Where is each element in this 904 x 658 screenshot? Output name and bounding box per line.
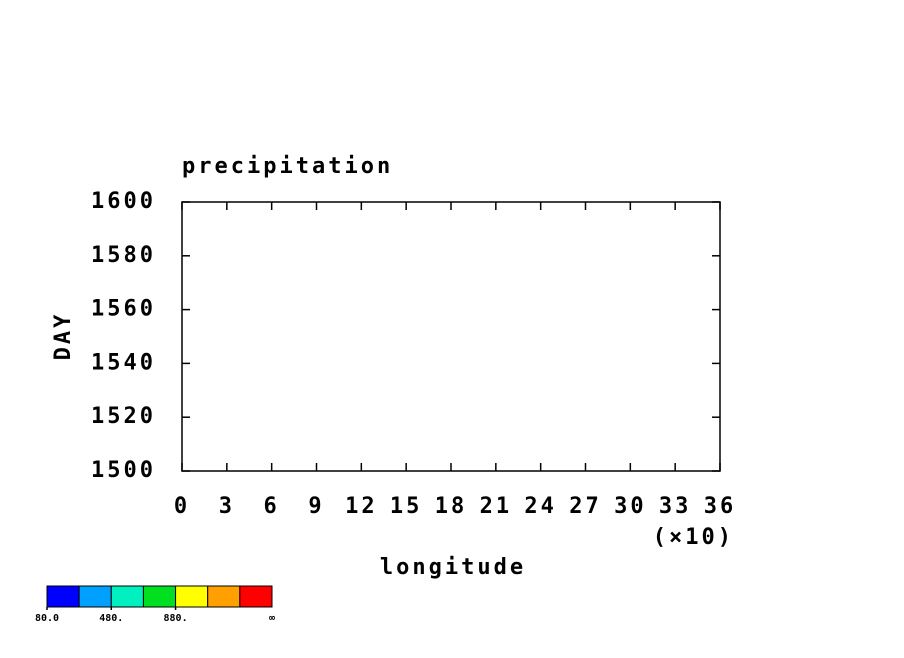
colorbar-swatch — [207, 585, 241, 608]
plot-frame — [181, 201, 721, 472]
x-tick-label: 27 — [569, 494, 602, 519]
colorbar-swatch — [142, 585, 177, 608]
x-tick-label: 21 — [480, 494, 513, 519]
y-tick-label: 1560 — [91, 297, 156, 322]
x-tick-label: 15 — [390, 494, 423, 519]
x-multiplier: (×10) — [653, 525, 734, 550]
x-tick-label: 30 — [614, 494, 647, 519]
colorbar-label: 80.0 — [35, 613, 59, 624]
colorbar-label: 480. — [99, 613, 123, 624]
x-axis-label: longitude — [380, 555, 526, 580]
y-tick-label: 1580 — [91, 243, 156, 268]
x-tick-label: 36 — [704, 494, 737, 519]
y-axis-label: DAY — [51, 312, 76, 361]
x-tick-label: 6 — [264, 494, 280, 519]
colorbar-end-label: ∞ — [269, 613, 275, 624]
y-tick-label: 1540 — [91, 350, 156, 375]
colorbar-swatch — [175, 585, 209, 608]
x-tick-label: 0 — [174, 494, 190, 519]
colorbar-swatch — [110, 585, 144, 608]
colorbar-swatch — [239, 585, 273, 608]
y-tick-label: 1600 — [91, 189, 156, 214]
colorbar-label: 880. — [164, 613, 188, 624]
chart-title: precipitation — [182, 154, 393, 179]
colorbar-swatch — [78, 585, 112, 608]
x-tick-label: 33 — [659, 494, 692, 519]
x-tick-label: 12 — [345, 494, 378, 519]
x-tick-label: 9 — [308, 494, 324, 519]
colorbar-swatch — [46, 585, 80, 608]
y-tick-label: 1500 — [91, 458, 156, 483]
x-tick-label: 18 — [435, 494, 468, 519]
x-tick-label: 3 — [219, 494, 235, 519]
y-tick-label: 1520 — [91, 404, 156, 429]
x-tick-label: 24 — [524, 494, 557, 519]
